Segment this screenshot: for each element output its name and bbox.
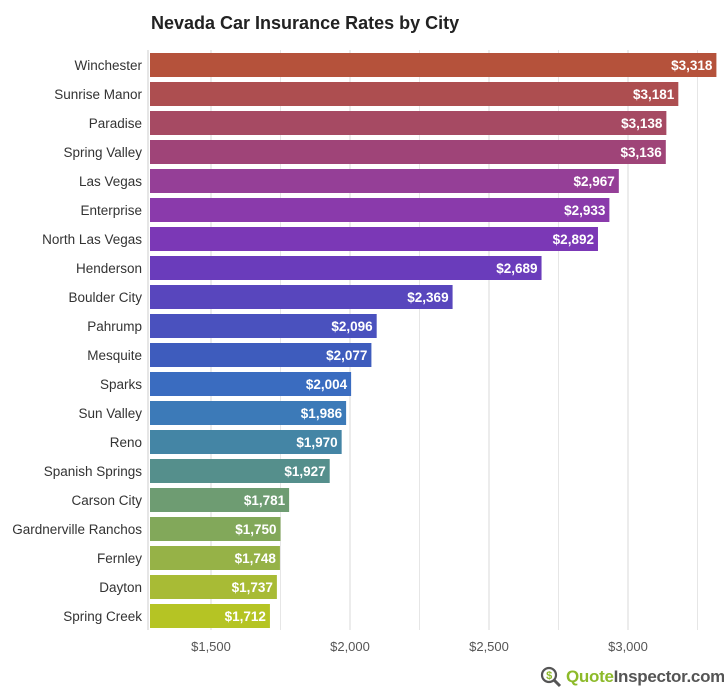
category-label: Sparks: [100, 377, 142, 392]
bar: [150, 169, 619, 193]
category-label: Spanish Springs: [44, 464, 143, 479]
category-label: Fernley: [97, 551, 142, 566]
category-label: Pahrump: [87, 319, 142, 334]
category-label: Winchester: [74, 58, 142, 73]
data-label: $3,138: [621, 116, 663, 131]
data-label: $1,748: [235, 551, 277, 566]
bar: [150, 198, 610, 222]
data-label: $2,369: [407, 290, 448, 305]
bar: [150, 372, 352, 396]
x-tick-label: $2,500: [469, 639, 509, 654]
category-label: Carson City: [71, 493, 142, 508]
data-label: $2,004: [306, 377, 348, 392]
data-label: $1,750: [235, 522, 276, 537]
bar: [150, 401, 347, 425]
logo-text-quote: Quote: [566, 667, 614, 686]
category-label: Enterprise: [80, 203, 142, 218]
category-label: Paradise: [89, 116, 142, 131]
category-label: Boulder City: [68, 290, 142, 305]
quoteinspector-logo[interactable]: $ Quote Inspector.com: [540, 666, 724, 688]
category-label: Las Vegas: [79, 174, 142, 189]
data-label: $1,970: [296, 435, 337, 450]
bar: [150, 140, 666, 164]
category-label: Gardnerville Ranchos: [12, 522, 142, 537]
bar: [150, 459, 330, 483]
dollar-magnifier-icon: $: [540, 666, 562, 688]
data-label: $1,712: [225, 609, 266, 624]
category-label: Sunrise Manor: [54, 87, 142, 102]
bar: [150, 111, 667, 135]
bar: [150, 517, 281, 541]
data-label: $1,927: [284, 464, 325, 479]
bar: [150, 343, 372, 367]
x-tick-label: $2,000: [330, 639, 370, 654]
bar: [150, 285, 453, 309]
bar: [150, 53, 717, 77]
x-tick-label: $3,000: [608, 639, 648, 654]
data-label: $2,077: [326, 348, 367, 363]
data-label: $2,689: [496, 261, 537, 276]
data-label: $3,136: [621, 145, 663, 160]
data-label: $2,096: [331, 319, 373, 334]
category-label: Sun Valley: [78, 406, 142, 421]
data-label: $2,967: [574, 174, 615, 189]
chart-title: Nevada Car Insurance Rates by City: [151, 13, 460, 33]
bar: [150, 227, 598, 251]
category-label: Henderson: [76, 261, 142, 276]
data-label: $1,781: [244, 493, 286, 508]
bar: [150, 546, 280, 570]
data-label: $1,986: [301, 406, 343, 421]
category-label: Reno: [110, 435, 142, 450]
data-label: $1,737: [232, 580, 273, 595]
category-label: Spring Valley: [63, 145, 142, 160]
bar: [150, 488, 290, 512]
data-label: $3,318: [671, 58, 713, 73]
bar: [150, 82, 679, 106]
category-label: Dayton: [99, 580, 142, 595]
bar: [150, 256, 542, 280]
bar: [150, 430, 342, 454]
bar: [150, 314, 377, 338]
data-label: $3,181: [633, 87, 675, 102]
svg-text:$: $: [546, 670, 552, 682]
category-label: Spring Creek: [63, 609, 142, 624]
bar: [150, 575, 277, 599]
bar: [150, 604, 270, 628]
logo-text-inspector: Inspector.com: [613, 667, 724, 686]
data-label: $2,933: [564, 203, 606, 218]
data-label: $2,892: [553, 232, 594, 247]
x-tick-label: $1,500: [191, 639, 231, 654]
category-label: Mesquite: [87, 348, 142, 363]
category-label: North Las Vegas: [42, 232, 142, 247]
